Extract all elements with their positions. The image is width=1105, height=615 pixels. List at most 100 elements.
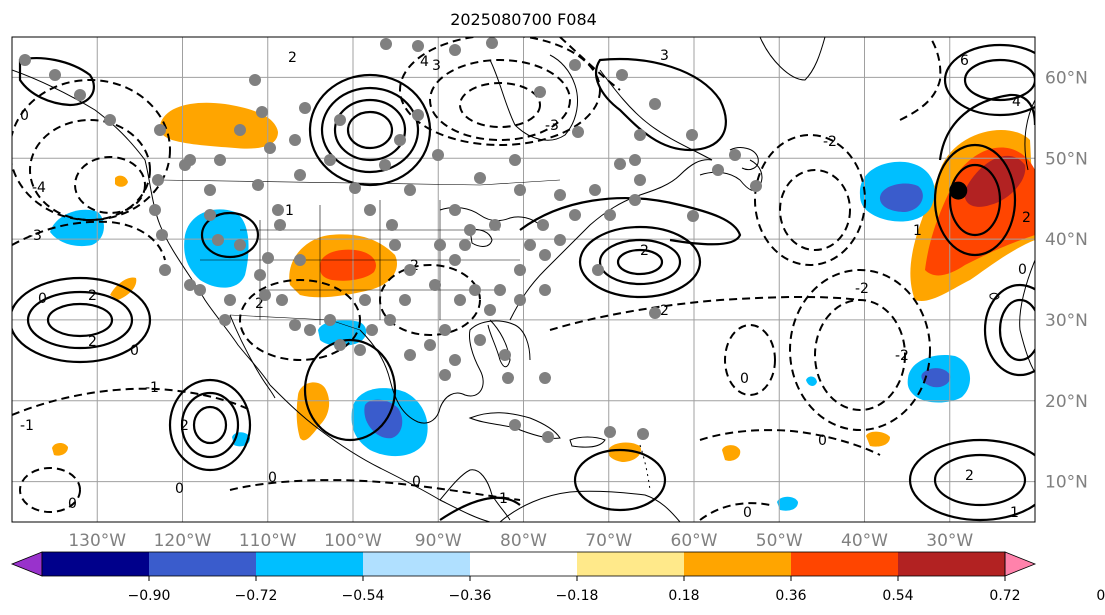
station-dot xyxy=(729,149,741,161)
station-dot xyxy=(394,134,406,146)
shade-cool xyxy=(50,209,104,247)
station-dot xyxy=(154,124,166,136)
contour-positive xyxy=(616,248,664,276)
contour-positive xyxy=(983,283,1035,377)
station-dot xyxy=(592,264,604,276)
contour-label: 0 xyxy=(268,470,277,486)
shade-cool xyxy=(184,209,249,288)
station-dot xyxy=(454,294,466,306)
station-dot xyxy=(464,224,476,236)
station-dot xyxy=(404,184,416,196)
longitude-tick-label: 120°W xyxy=(154,531,212,551)
station-dot xyxy=(299,102,311,114)
contour-positive xyxy=(578,225,702,299)
station-dot xyxy=(637,428,649,440)
station-dot xyxy=(539,284,551,296)
station-markers xyxy=(19,37,762,443)
station-dot xyxy=(486,37,498,49)
station-dot xyxy=(179,159,191,171)
station-dot xyxy=(262,252,274,264)
contour-label: 2 xyxy=(88,288,97,304)
station-dot xyxy=(494,284,506,296)
colorbar-tick-label: −0.36 xyxy=(449,588,492,604)
station-dot xyxy=(274,219,286,231)
contour-negative xyxy=(459,82,541,128)
station-dot xyxy=(294,169,306,181)
contour-positive xyxy=(998,298,1035,362)
contour-positive xyxy=(180,391,240,459)
station-dot xyxy=(539,249,551,261)
contour-label: -4 xyxy=(32,180,46,196)
station-dot xyxy=(354,344,366,356)
station-dot xyxy=(389,239,401,251)
contour-label: 2 xyxy=(255,296,264,312)
contour-positive xyxy=(948,163,1002,237)
contour-negative xyxy=(12,79,171,221)
station-dot xyxy=(474,172,486,184)
colorbar-tick-label: 0.18 xyxy=(668,588,699,604)
longitude-tick-label: 130°W xyxy=(68,531,126,551)
contour-positive xyxy=(168,378,252,472)
station-dot xyxy=(334,339,346,351)
contour-lines xyxy=(12,43,1035,522)
contour-negative xyxy=(379,264,481,336)
map-title: 2025080700 F084 xyxy=(450,10,597,29)
station-dot xyxy=(649,98,661,110)
shade-cool xyxy=(806,376,817,386)
contour-positive xyxy=(908,438,1035,522)
station-dot xyxy=(194,284,206,296)
station-dot xyxy=(386,219,398,231)
colorbar-segment xyxy=(363,552,471,576)
contour-negative xyxy=(429,59,571,141)
station-dot xyxy=(614,158,626,170)
contour-positive xyxy=(192,405,228,445)
station-dot xyxy=(449,354,461,366)
longitude-tick-label: 110°W xyxy=(239,531,297,551)
station-dot xyxy=(74,89,86,101)
station-dot xyxy=(514,294,526,306)
station-dot xyxy=(629,194,641,206)
station-dot xyxy=(276,294,288,306)
shade-cold xyxy=(921,368,951,388)
contour-negative xyxy=(699,502,771,521)
station-dot xyxy=(429,279,441,291)
latitude-tick-label: 30°N xyxy=(1045,311,1088,331)
station-dot xyxy=(554,234,566,246)
contour-positive xyxy=(519,197,742,246)
station-dot xyxy=(149,204,161,216)
longitude-tick-label: 80°W xyxy=(500,531,547,551)
colorbar-outline xyxy=(41,551,1006,577)
station-dot xyxy=(434,239,446,251)
latitude-tick-label: 10°N xyxy=(1045,473,1088,493)
contour-label: 6 xyxy=(960,53,969,69)
station-dot xyxy=(616,69,628,81)
station-dot xyxy=(449,204,461,216)
contour-label: 4 xyxy=(420,54,429,70)
contour-positive xyxy=(598,238,682,286)
shade-warm xyxy=(110,277,137,300)
station-dot xyxy=(49,69,61,81)
contour-negative xyxy=(779,169,851,251)
station-dot xyxy=(534,86,546,98)
contour-negative xyxy=(724,324,776,396)
colorbar-extend-high xyxy=(1004,551,1037,577)
station-dot xyxy=(404,264,416,276)
station-dot xyxy=(539,372,551,384)
contour-label: 0 xyxy=(68,496,77,512)
latitude-tick-label: 40°N xyxy=(1045,230,1088,250)
shade-warm xyxy=(52,442,68,456)
contour-label: 2 xyxy=(965,468,974,484)
colorbar-tick-label: −0.72 xyxy=(235,588,278,604)
contour-positive xyxy=(346,110,394,150)
station-dot xyxy=(514,264,526,276)
station-dot xyxy=(489,219,501,231)
colorbar-segment xyxy=(577,552,685,576)
station-dot xyxy=(324,154,336,166)
contour-lines-negative xyxy=(12,37,942,521)
longitude-labels: 130°W 120°W 110°W 100°W 90°W 80°W 70°W 60°W 50°W… xyxy=(68,531,973,551)
longitude-tick-label: 90°W xyxy=(415,531,462,551)
shade-cool xyxy=(777,496,798,511)
contour-positive xyxy=(963,58,1035,102)
contour-negative xyxy=(754,134,866,266)
